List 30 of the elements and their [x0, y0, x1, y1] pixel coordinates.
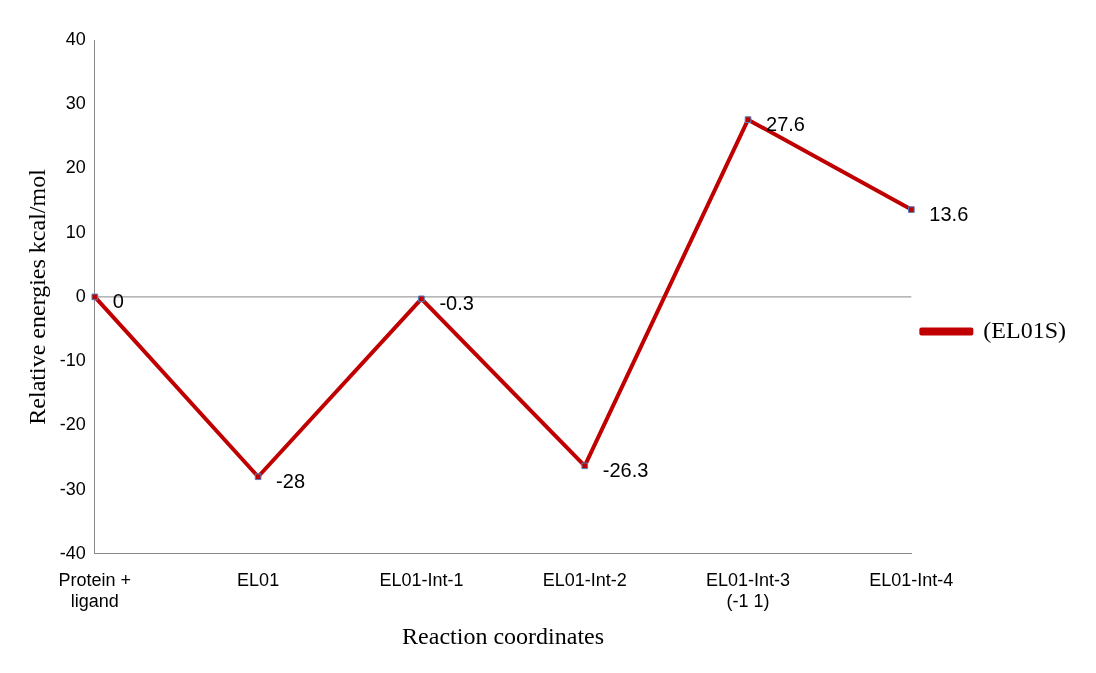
point — [744, 116, 752, 123]
data-label: -28 — [276, 470, 306, 493]
x-tick-label: EL01-Int-3 (-1 1) — [706, 569, 791, 612]
x-tick-label: EL01 — [237, 569, 280, 590]
y-tick-label: 40 — [65, 28, 86, 49]
data-label: 27.6 — [766, 113, 805, 136]
legend-label: (EL01S) — [983, 316, 1066, 343]
point — [908, 206, 915, 213]
y-axis-title: Relative energies kcal/mol — [23, 168, 50, 425]
y-tick-label: -40 — [59, 542, 86, 563]
x-tick-label: Protein + ligand — [58, 569, 132, 612]
y-tick-label: -30 — [59, 478, 86, 499]
y-tick-label: 0 — [75, 285, 86, 306]
y-tick-label: -20 — [59, 414, 86, 435]
x-tick-label: EL01-Int-2 — [542, 569, 627, 590]
x-tick-label: EL01-Int-4 — [869, 569, 954, 590]
point — [418, 295, 425, 303]
data-label: 0 — [112, 290, 124, 313]
data-label: -26.3 — [602, 459, 649, 482]
point — [581, 462, 589, 470]
point — [254, 473, 262, 481]
y-tick-label: 10 — [65, 221, 86, 242]
data-label: 13.6 — [929, 203, 969, 226]
y-tick-label: 30 — [65, 93, 86, 114]
y-tick-label: 20 — [65, 157, 86, 178]
x-tick-label: EL01-Int-1 — [379, 569, 464, 590]
y-tick-label: -10 — [59, 350, 86, 371]
x-axis-title: Reaction coordinates — [402, 622, 605, 649]
data-label: -0.3 — [439, 292, 474, 315]
point — [91, 293, 99, 301]
